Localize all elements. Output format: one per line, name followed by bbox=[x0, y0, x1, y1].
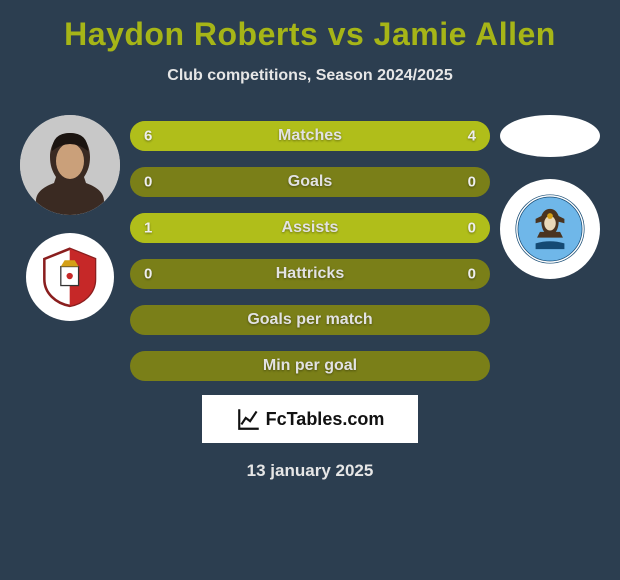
watermark: FcTables.com bbox=[202, 395, 418, 443]
stat-bar: Goals per match bbox=[130, 305, 490, 335]
stat-value-right: 0 bbox=[468, 174, 476, 191]
stat-label: Hattricks bbox=[276, 265, 344, 283]
stat-value-left: 0 bbox=[144, 174, 152, 191]
stat-label: Goals per match bbox=[247, 311, 372, 329]
stat-bar: 1 0 Assists bbox=[130, 213, 490, 243]
right-column bbox=[490, 115, 610, 279]
stat-label: Goals bbox=[288, 173, 332, 191]
stat-value-right: 4 bbox=[468, 128, 476, 145]
chart-icon bbox=[236, 406, 262, 432]
stat-bar: 0 0 Hattricks bbox=[130, 259, 490, 289]
player-avatar-left bbox=[20, 115, 120, 215]
player-avatar-right bbox=[500, 115, 600, 157]
stat-label: Matches bbox=[278, 127, 342, 145]
player-photo-icon bbox=[20, 115, 120, 215]
club-badge-right bbox=[500, 179, 600, 279]
stat-value-left: 1 bbox=[144, 220, 152, 237]
stat-value-right: 0 bbox=[468, 266, 476, 283]
page-title: Haydon Roberts vs Jamie Allen bbox=[64, 16, 556, 53]
stat-value-right: 0 bbox=[468, 220, 476, 237]
club-crest-red-icon bbox=[38, 245, 101, 308]
main-row: 6 4 Matches 0 0 Goals 1 0 Assists 0 0 Hattricks Goal… bbox=[10, 115, 610, 381]
club-crest-sky-icon bbox=[514, 193, 586, 265]
stat-bar: 6 4 Matches bbox=[130, 121, 490, 151]
left-column bbox=[10, 115, 130, 321]
page-subtitle: Club competitions, Season 2024/2025 bbox=[167, 67, 452, 85]
watermark-text: FcTables.com bbox=[266, 409, 385, 430]
stat-value-left: 0 bbox=[144, 266, 152, 283]
club-badge-left bbox=[26, 233, 114, 321]
date-line: 13 january 2025 bbox=[247, 461, 374, 481]
stat-bar: 0 0 Goals bbox=[130, 167, 490, 197]
stat-label: Assists bbox=[282, 219, 339, 237]
stat-bar: Min per goal bbox=[130, 351, 490, 381]
stats-column: 6 4 Matches 0 0 Goals 1 0 Assists 0 0 Hattricks Goal… bbox=[130, 115, 490, 381]
stat-label: Min per goal bbox=[263, 357, 357, 375]
root: Haydon Roberts vs Jamie Allen Club compe… bbox=[0, 0, 620, 481]
stat-value-left: 6 bbox=[144, 128, 152, 145]
